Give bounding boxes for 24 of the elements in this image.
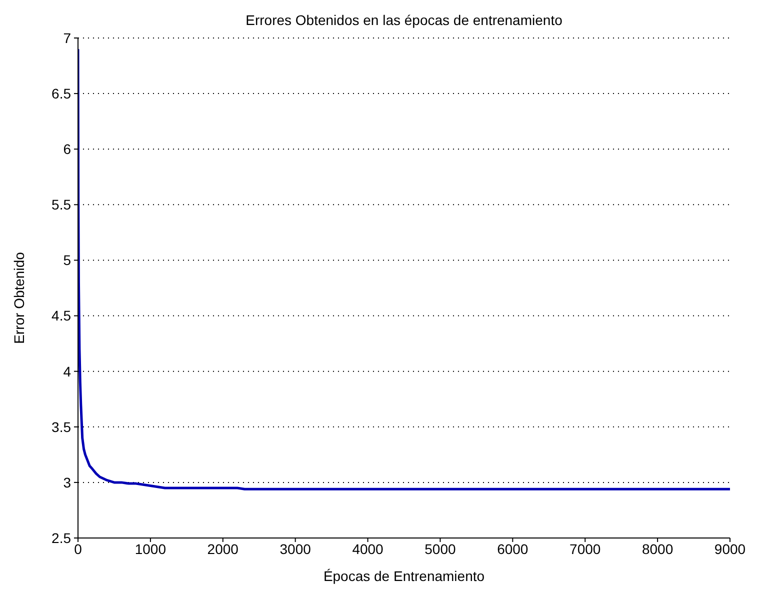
x-tick-label: 6000 <box>497 540 528 557</box>
x-tick-label: 7000 <box>570 540 601 557</box>
y-tick-label: 6 <box>63 141 72 158</box>
x-tick-label: 0 <box>74 540 82 557</box>
x-axis-title: Épocas de Entrenamiento <box>322 568 486 584</box>
y-tick-label: 3 <box>63 474 72 490</box>
x-tick-label: 8000 <box>642 540 674 557</box>
y-axis-title: Error Obtenido <box>11 252 28 344</box>
y-tick-label: 2.5 <box>52 530 72 546</box>
x-tick-label: 1000 <box>134 540 166 557</box>
y-tick-label: 4 <box>63 363 72 380</box>
y-tick-label: 6.5 <box>52 86 72 102</box>
x-tick-label: 4000 <box>352 540 384 557</box>
chart-title: Errores Obtenidos en las épocas de entrenamiento <box>244 12 564 28</box>
y-tick-label: 5.5 <box>52 196 72 213</box>
x-tick-label: 2000 <box>207 540 239 557</box>
x-tick-label: 5000 <box>424 540 456 557</box>
x-tick-label: 3000 <box>280 540 312 557</box>
y-tick-label: 5 <box>63 252 72 268</box>
y-tick-label: 4.5 <box>52 308 72 324</box>
line-series <box>78 48 730 490</box>
y-tick-label: 7 <box>63 30 72 46</box>
y-tick-label: 3.5 <box>52 418 72 435</box>
x-tick-label: 9000 <box>714 540 746 557</box>
